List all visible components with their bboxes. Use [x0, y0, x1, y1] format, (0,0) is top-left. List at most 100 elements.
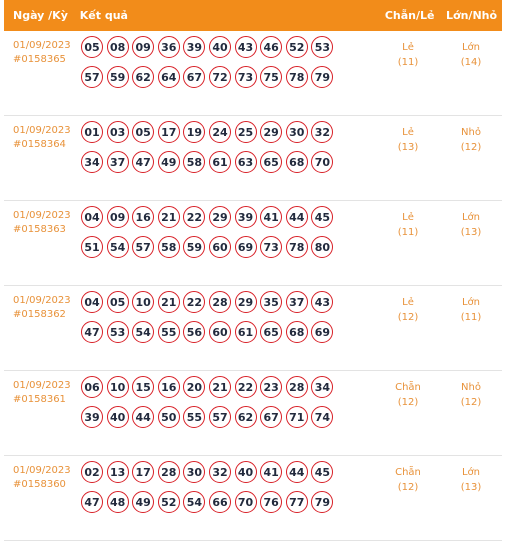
- number-ball: 10: [106, 376, 129, 398]
- number-ball: 52: [285, 36, 308, 58]
- number-ball: 62: [132, 66, 155, 88]
- number-ball: 37: [106, 151, 129, 173]
- results-table: Ngày /Kỳ Kết quả Chẵn/Lẻ Lớn/Nhỏ 01/09/2…: [4, 0, 502, 541]
- draw-info: 01/09/2023 #0158365: [4, 31, 81, 115]
- chan-le-value: Chẵn: [395, 467, 421, 478]
- number-ball: 04: [81, 291, 103, 313]
- draw-info: 01/09/2023 #0158364: [4, 116, 81, 200]
- number-ball: 73: [234, 66, 257, 88]
- chan-le-count: (13): [397, 142, 419, 153]
- balls-line: 02 13 17 28 30 32 40 41 44 45: [81, 461, 376, 483]
- number-ball: 59: [183, 236, 206, 258]
- number-ball: 54: [132, 321, 155, 343]
- draw-date: 01/09/2023: [13, 465, 71, 476]
- result-balls: 02 13 17 28 30 32 40 41 44 45 47 48 49 52 54 66 70 76 77 79: [81, 456, 376, 540]
- number-ball: 30: [285, 121, 308, 143]
- lon-nho-count: (13): [460, 482, 482, 493]
- lon-nho-value: Lớn: [461, 212, 481, 223]
- number-ball: 22: [183, 206, 206, 228]
- draw-info: 01/09/2023 #0158363: [4, 201, 81, 285]
- number-ball: 68: [285, 151, 308, 173]
- chan-le-cell: Lẻ (11): [376, 31, 440, 115]
- number-ball: 08: [106, 36, 129, 58]
- balls-line: 01 03 05 17 19 24 25 29 30 32: [81, 121, 376, 143]
- number-ball: 23: [260, 376, 283, 398]
- header-result: Kết quả: [79, 9, 128, 22]
- number-ball: 49: [132, 491, 155, 513]
- balls-line: 39 40 44 50 55 57 62 67 71 74: [81, 406, 376, 428]
- balls-line: 04 05 10 21 22 28 29 35 37 43: [81, 291, 376, 313]
- number-ball: 70: [311, 151, 334, 173]
- number-ball: 53: [311, 36, 334, 58]
- draw-info: 01/09/2023 #0158362: [4, 286, 81, 370]
- result-balls: 06 10 15 16 20 21 22 23 28 34 39 40 44 50 55 57 62 67 71 74: [81, 371, 376, 455]
- number-ball: 66: [208, 491, 231, 513]
- number-ball: 32: [311, 121, 334, 143]
- number-ball: 44: [132, 406, 155, 428]
- balls-line: 47 48 49 52 54 66 70 76 77 79: [81, 491, 376, 513]
- number-ball: 09: [132, 36, 155, 58]
- draw-date: 01/09/2023: [13, 210, 71, 221]
- number-ball: 46: [260, 36, 283, 58]
- number-ball: 74: [311, 406, 334, 428]
- number-ball: 41: [260, 206, 283, 228]
- number-ball: 16: [157, 376, 180, 398]
- balls-line: 51 54 57 58 59 60 69 73 78 80: [81, 236, 376, 258]
- number-ball: 09: [106, 206, 129, 228]
- number-ball: 28: [157, 461, 180, 483]
- number-ball: 25: [234, 121, 257, 143]
- draw-code: #0158364: [13, 139, 66, 150]
- lon-nho-cell: Nhỏ (12): [440, 116, 502, 200]
- table-row: 01/09/2023 #0158360 02 13 17 28 30 32 40 41 44 45 47…: [4, 456, 502, 541]
- chan-le-count: (11): [397, 227, 419, 238]
- header-lon-nho: Lớn/Nhỏ: [446, 9, 498, 22]
- chan-le-count: (12): [397, 397, 419, 408]
- lon-nho-value: Lớn: [461, 297, 481, 308]
- number-ball: 32: [208, 461, 231, 483]
- chan-le-value: Lẻ: [402, 127, 414, 138]
- lon-nho-count: (14): [460, 57, 482, 68]
- number-ball: 21: [157, 206, 180, 228]
- number-ball: 21: [208, 376, 231, 398]
- table-row: 01/09/2023 #0158361 06 10 15 16 20 21 22 23 28 34 39…: [4, 371, 502, 456]
- draw-code: #0158362: [13, 309, 66, 320]
- number-ball: 40: [208, 36, 231, 58]
- number-ball: 15: [132, 376, 155, 398]
- number-ball: 03: [106, 121, 129, 143]
- number-ball: 29: [234, 291, 257, 313]
- number-ball: 61: [234, 321, 257, 343]
- number-ball: 68: [285, 321, 308, 343]
- draw-info: 01/09/2023 #0158360: [4, 456, 81, 540]
- draw-code: #0158361: [13, 394, 66, 405]
- number-ball: 24: [208, 121, 231, 143]
- number-ball: 37: [285, 291, 308, 313]
- draw-info: 01/09/2023 #0158361: [4, 371, 81, 455]
- number-ball: 39: [234, 206, 257, 228]
- number-ball: 63: [234, 151, 257, 173]
- number-ball: 47: [132, 151, 155, 173]
- table-row: 01/09/2023 #0158362 04 05 10 21 22 28 29 35 37 43 47…: [4, 286, 502, 371]
- number-ball: 79: [311, 491, 334, 513]
- number-ball: 79: [311, 66, 334, 88]
- number-ball: 67: [260, 406, 283, 428]
- number-ball: 22: [234, 376, 257, 398]
- number-ball: 76: [260, 491, 283, 513]
- number-ball: 19: [183, 121, 206, 143]
- lon-nho-cell: Lớn (13): [440, 456, 502, 540]
- number-ball: 73: [260, 236, 283, 258]
- number-ball: 29: [260, 121, 283, 143]
- table-body: 01/09/2023 #0158365 05 08 09 36 39 40 43 46 52 53 57…: [4, 31, 502, 541]
- header-date: Ngày /Kỳ: [13, 9, 68, 22]
- lon-nho-count: (12): [460, 142, 482, 153]
- number-ball: 17: [132, 461, 155, 483]
- number-ball: 28: [208, 291, 231, 313]
- number-ball: 48: [106, 491, 129, 513]
- chan-le-value: Chẵn: [395, 382, 421, 393]
- number-ball: 65: [260, 321, 283, 343]
- lon-nho-value: Lớn: [461, 42, 481, 53]
- balls-line: 04 09 16 21 22 29 39 41 44 45: [81, 206, 376, 228]
- result-balls: 04 09 16 21 22 29 39 41 44 45 51 54 57 58 59 60 69 73 78 80: [81, 201, 376, 285]
- number-ball: 45: [311, 206, 334, 228]
- table-row: 01/09/2023 #0158365 05 08 09 36 39 40 43 46 52 53 57…: [4, 31, 502, 116]
- number-ball: 65: [260, 151, 283, 173]
